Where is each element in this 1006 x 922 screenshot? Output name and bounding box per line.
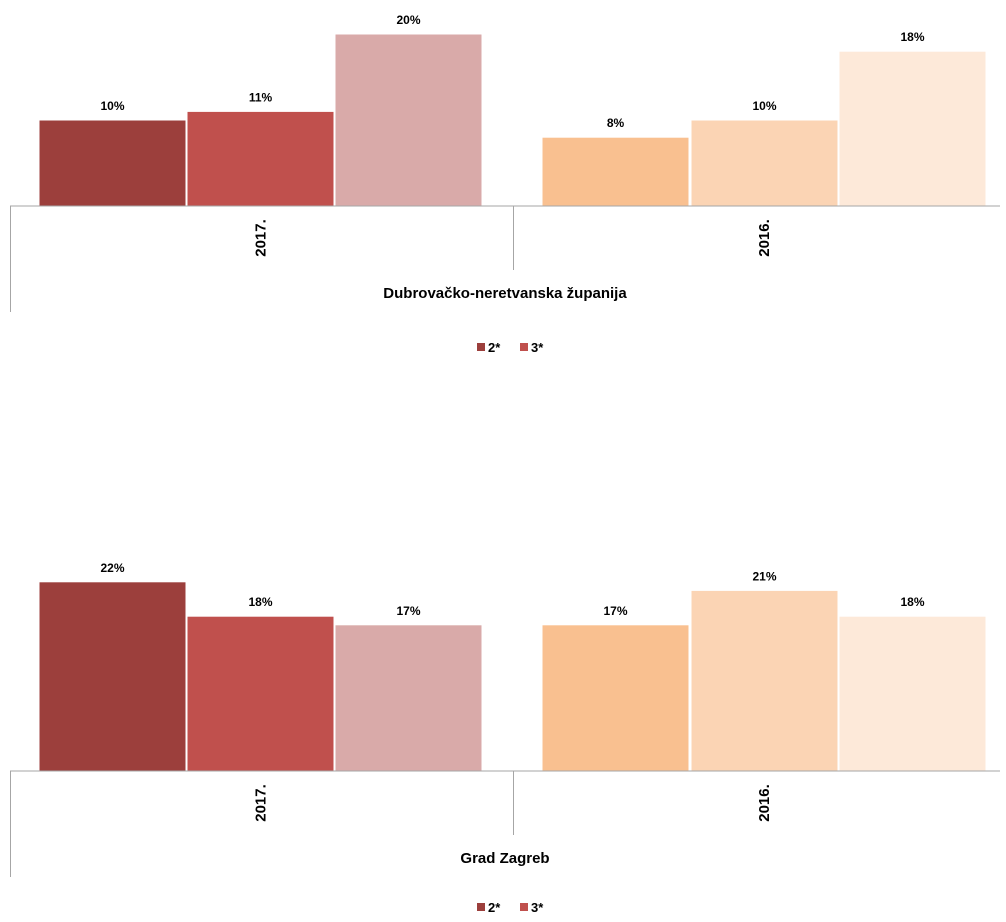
legend-entry-label: 2* — [488, 340, 501, 355]
bar-1-2-1 — [541, 136, 690, 207]
data-label: 8% — [607, 116, 625, 130]
bar-1-1-1 — [38, 119, 187, 207]
chart-panel-2: 22% 18% 17% 17% 21% 18% 2017. 2016. Grad Zagreb 2… — [10, 561, 1000, 915]
category-tick-label: 2016. — [756, 784, 773, 822]
data-label: 18% — [900, 30, 924, 44]
data-label: 10% — [752, 99, 776, 113]
data-label: 10% — [100, 99, 124, 113]
data-label: 17% — [603, 604, 627, 618]
legend-entry-label: 3* — [531, 900, 544, 915]
bar-2-1-2 — [186, 615, 335, 772]
group-label: Dubrovačko-neretvanska županija — [383, 285, 627, 302]
bar-2-2-1 — [541, 624, 690, 772]
legend-entry-label: 2* — [488, 900, 501, 915]
group-label: Grad Zagreb — [460, 850, 549, 867]
data-label: 22% — [100, 561, 124, 575]
bar-2-2-2 — [690, 589, 839, 772]
bar-1-2-2 — [690, 119, 839, 207]
bar-2-1-1 — [38, 581, 187, 772]
data-label: 20% — [396, 13, 420, 27]
data-label: 11% — [249, 90, 273, 104]
legend-swatch — [477, 343, 485, 351]
legend-swatch — [520, 903, 528, 911]
bar-1-1-2 — [186, 110, 335, 207]
bar-2-2-3 — [838, 615, 987, 772]
data-label: 18% — [248, 595, 272, 609]
data-label: 21% — [752, 569, 776, 583]
category-tick-label: 2017. — [253, 784, 270, 822]
bar-2-1-3 — [334, 624, 483, 772]
category-tick-label: 2017. — [253, 219, 270, 257]
chart-panel-1: 10% 11% 20% 8% 10% 18% 2017. 2016. Dubrovačko-ne… — [10, 13, 1000, 355]
legend-swatch — [520, 343, 528, 351]
legend: 2* 3* — [477, 900, 544, 915]
bar-1-2-3 — [838, 50, 987, 207]
data-label: 17% — [396, 604, 420, 618]
data-label: 18% — [900, 595, 924, 609]
legend-swatch — [477, 903, 485, 911]
bar-1-1-3 — [334, 33, 483, 207]
legend-entry-label: 3* — [531, 340, 544, 355]
category-tick-label: 2016. — [756, 219, 773, 257]
legend: 2* 3* — [477, 340, 544, 355]
